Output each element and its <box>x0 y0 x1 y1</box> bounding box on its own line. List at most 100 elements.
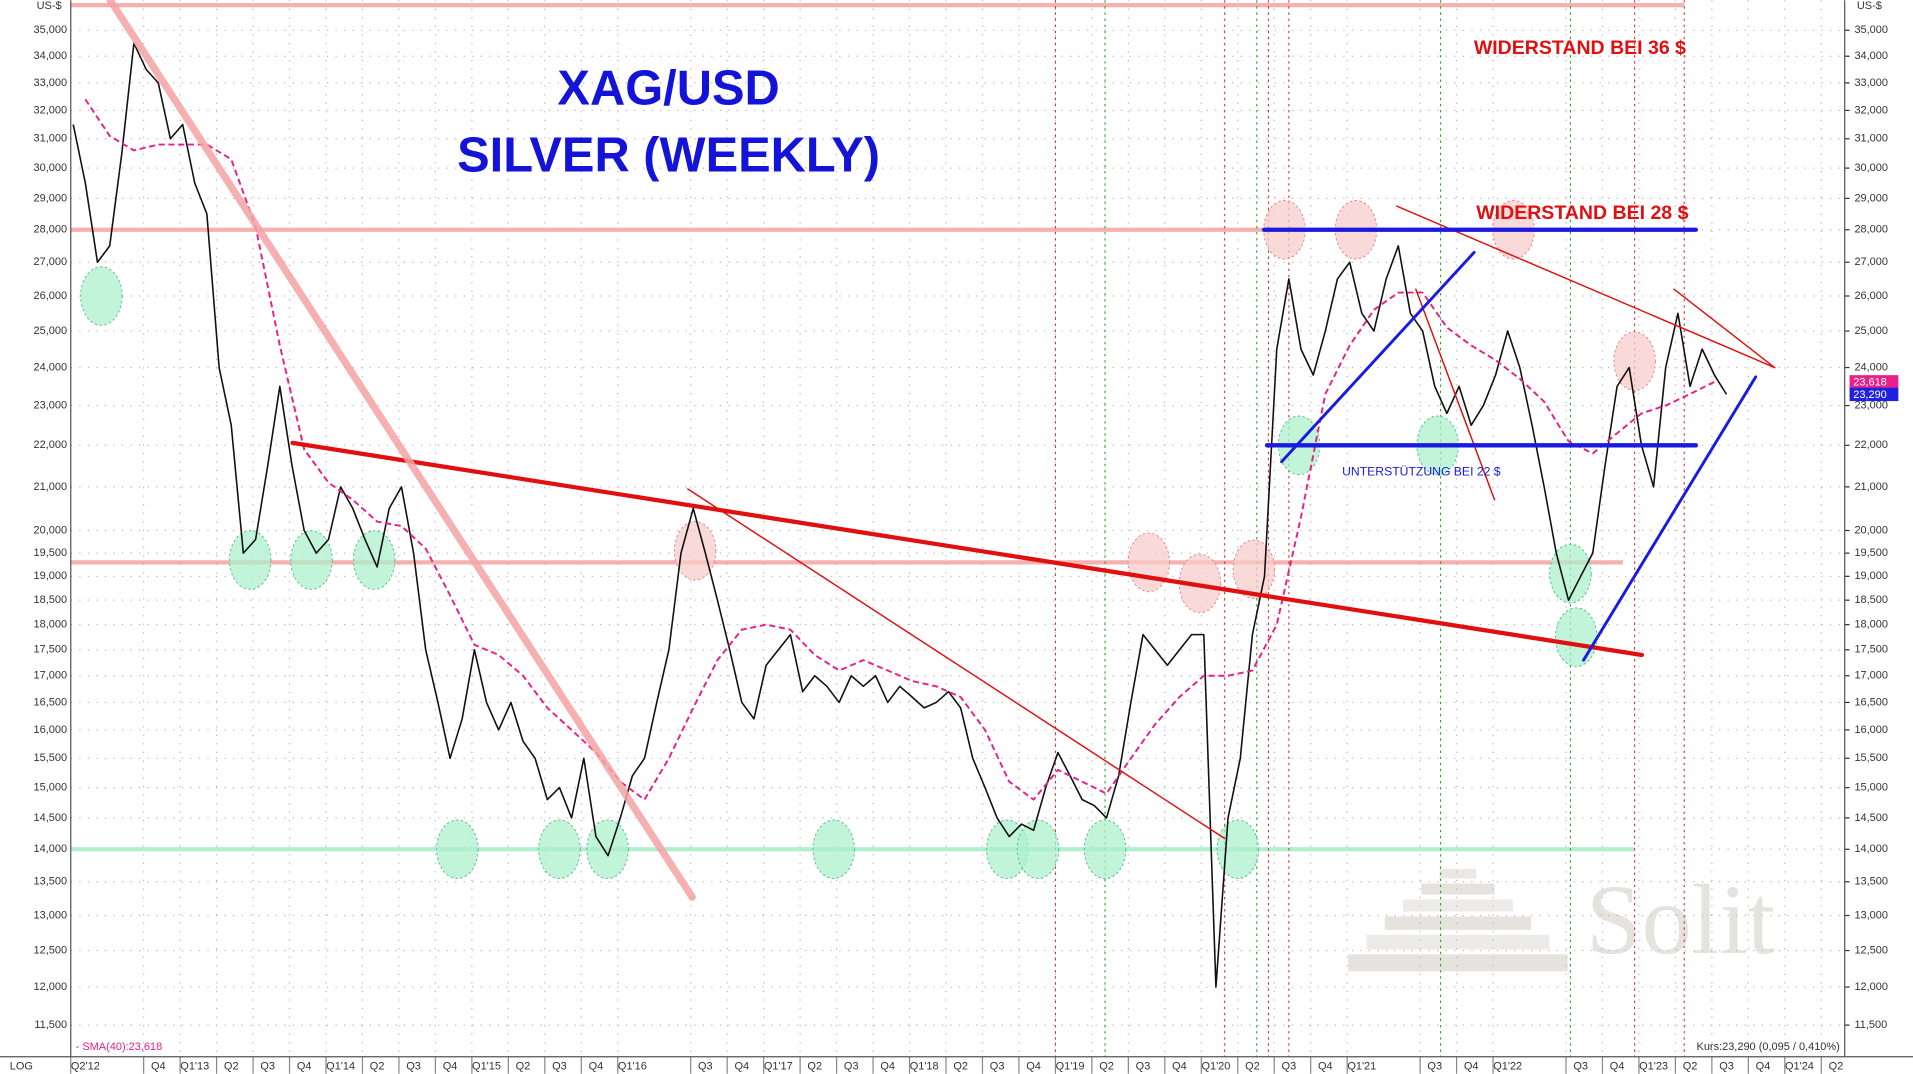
y-tick-label: 21,000 <box>1854 481 1888 493</box>
highlight <box>812 819 855 880</box>
highlight <box>436 819 479 880</box>
x-tick-label: Q1'13 <box>180 1060 209 1072</box>
y-tick-label: 16,000 <box>34 724 68 736</box>
y-tick-label: 31,000 <box>34 133 68 145</box>
chart-subtitle: SILVER (WEEKLY) <box>457 129 880 183</box>
highlight <box>290 530 333 590</box>
x-tick-label: Q1'21 <box>1347 1060 1376 1072</box>
y-tick-label: 20,000 <box>1854 524 1888 536</box>
grid <box>70 0 1845 1057</box>
y-tick-label: 30,000 <box>1854 162 1888 174</box>
x-tick-label: Q3 <box>406 1060 421 1072</box>
y-tick-label: 19,500 <box>34 547 68 559</box>
plot <box>72 42 1728 988</box>
y-tick-label: 22,000 <box>1854 439 1888 451</box>
price-tag <box>1849 375 1899 389</box>
y-tick-label: 28,000 <box>34 224 68 236</box>
annotation: WIDERSTAND BEI 28 $ <box>1476 202 1688 224</box>
x-tick-label: Q2 <box>1099 1060 1114 1072</box>
y-tick-label: 11,500 <box>1854 1019 1887 1031</box>
vertical-lines <box>1054 0 1685 1057</box>
y-tick-label: 13,000 <box>1854 909 1888 921</box>
y-tick-label: 16,500 <box>1854 696 1888 708</box>
quote: Kurs:23,290 (0,095 / 0,410%) <box>1697 1041 1840 1053</box>
x-tick-label: Q1'20 <box>1201 1060 1230 1072</box>
x-tick-label: Q1'16 <box>618 1060 647 1072</box>
y-tick-label: 21,000 <box>34 481 68 493</box>
x-tick-label: Q2 <box>1245 1060 1260 1072</box>
trendline <box>687 488 1226 840</box>
x-tick-label: Q3 <box>844 1060 859 1072</box>
highlight <box>1555 607 1598 667</box>
x-tick-label: Q4 <box>1172 1060 1187 1072</box>
y-tick-label: 29,000 <box>1854 192 1888 204</box>
x-tick-label: Q1'24 <box>1785 1060 1814 1072</box>
x-tick-label: Q1'23 <box>1639 1060 1668 1072</box>
y-tick-label: 14,500 <box>1854 812 1888 824</box>
x-tick-label: Q3 <box>260 1060 275 1072</box>
y-tick-label: 17,500 <box>34 644 68 656</box>
x-tick-label: Q4 <box>443 1060 458 1072</box>
y-tick-label: 13,000 <box>34 909 68 921</box>
x-tick-label: Q4 <box>589 1060 604 1072</box>
y-tick-label: 19,000 <box>1854 570 1888 582</box>
y-unit: US-$ <box>37 0 62 12</box>
y-tick-label: 12,000 <box>34 981 68 993</box>
y-tick-label: 14,000 <box>1854 843 1888 855</box>
highlight <box>586 819 629 880</box>
highlight <box>673 521 717 581</box>
x-tick-label: Q3 <box>1719 1060 1734 1072</box>
highlight <box>538 819 581 880</box>
y-tick-label: 30,000 <box>34 162 68 174</box>
x-tick-label: Q3 <box>990 1060 1005 1072</box>
y-tick-label: 14,500 <box>34 812 68 824</box>
trendline <box>1415 288 1496 501</box>
x-tick-label: Q1'17 <box>764 1060 793 1072</box>
y-tick-label: 29,000 <box>34 192 68 204</box>
x-tick-label: Q4 <box>1756 1060 1771 1072</box>
y-unit: US-$ <box>1857 0 1882 12</box>
trendline <box>290 440 1645 658</box>
y-tick-label: 18,500 <box>34 594 68 606</box>
y-tick-label: 26,000 <box>34 290 68 302</box>
x-tick-label: Q2'12 <box>71 1060 100 1072</box>
y-tick-label: 35,000 <box>1854 24 1888 36</box>
x-tick-label: Q3 <box>698 1060 713 1072</box>
x-tick-label: Q1'18 <box>910 1060 939 1072</box>
y-tick-label: 17,000 <box>1854 670 1888 682</box>
highlight <box>1549 543 1592 604</box>
x-tick-label: Q4 <box>151 1060 166 1072</box>
x-tick-label: Q1'22 <box>1493 1060 1522 1072</box>
y-tick-label: 35,000 <box>34 24 68 36</box>
x-tick-label: Q3 <box>1427 1060 1442 1072</box>
y-tick-label: 32,000 <box>1854 104 1888 116</box>
y-tick-label: 17,500 <box>1854 644 1888 656</box>
x-tick-label: Q2 <box>1683 1060 1698 1072</box>
x-tick-label: Q4 <box>297 1060 312 1072</box>
y-tick-label: 33,000 <box>34 77 68 89</box>
y-tick-label: 18,000 <box>34 619 68 631</box>
annotation: UNTERSTÜTZUNG BEI 22 $ <box>1342 465 1501 479</box>
y-tick-label: 27,000 <box>1854 256 1888 268</box>
y-tick-label: 22,000 <box>34 439 68 451</box>
y-tick-label: 12,500 <box>34 944 68 956</box>
annotation: WIDERSTAND BEI 36 $ <box>1474 37 1686 59</box>
y-tick-label: 11,500 <box>34 1019 67 1031</box>
y-tick-label: 13,500 <box>34 876 68 888</box>
y-tick-label: 15,500 <box>1854 752 1888 764</box>
trendline <box>1673 288 1776 369</box>
watermark-logo <box>1348 868 1568 972</box>
y-tick-label: 24,000 <box>1854 361 1888 373</box>
x-tick-label: Q4 <box>880 1060 895 1072</box>
x-tick-label: Q2 <box>953 1060 968 1072</box>
y-tick-label: 12,000 <box>1854 981 1888 993</box>
x-tick-label: Q2 <box>370 1060 385 1072</box>
highlight <box>1083 819 1127 880</box>
y-tick-label: 16,500 <box>34 696 68 708</box>
chart-title: XAG/USD <box>557 62 779 116</box>
y-tick-label: 32,000 <box>34 104 68 116</box>
trendline <box>1582 375 1758 662</box>
y-tick-label: 24,000 <box>34 361 68 373</box>
